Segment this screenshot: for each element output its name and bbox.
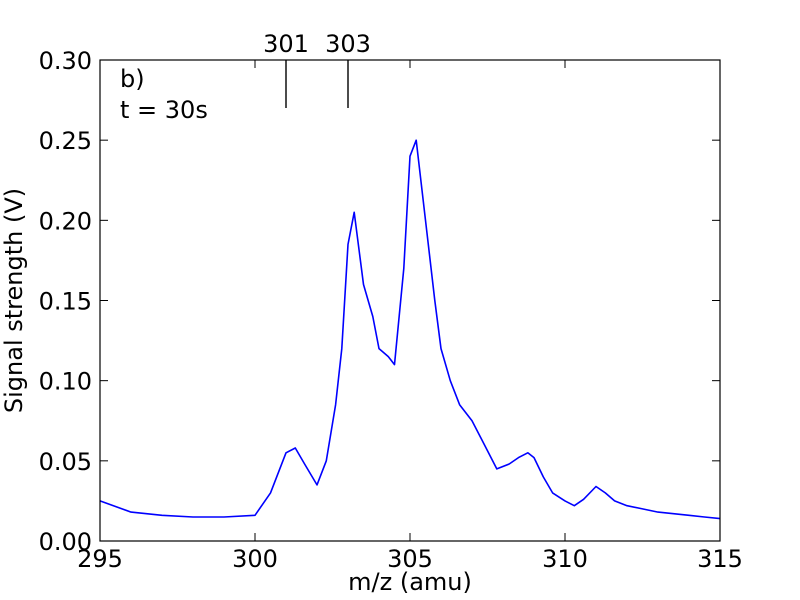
x-tick-label: 295 [77,545,123,573]
x-axis-title: m/z (amu) [348,568,472,596]
marker-label: 303 [325,30,371,58]
y-tick-label: 0.25 [39,127,92,155]
y-tick-label: 0.10 [39,368,92,396]
panel-label: b) [120,65,145,93]
series-line [99,139,721,520]
markers-layer: 301 303 [263,30,371,108]
time-label: t = 30s [120,96,208,124]
series-layer [99,139,721,520]
y-tick-label: 0.20 [39,207,92,235]
x-tick-label: 305 [387,545,433,573]
x-tick-label: 310 [542,545,588,573]
y-tick-label: 0.05 [39,448,92,476]
y-tick-label: 0.00 [39,528,92,556]
x-tick-label: 315 [697,545,743,573]
ticks-layer: 295 300 305 310 315 0.00 0.05 0.10 0.15 0.20 0.25 0… [39,47,743,573]
y-tick-label: 0.15 [39,288,92,316]
marker-label: 301 [263,30,309,58]
y-axis-title: Signal strength (V) [0,188,28,413]
y-tick-label: 0.30 [39,47,92,75]
x-tick-label: 300 [232,545,278,573]
plot-frame [99,59,721,542]
